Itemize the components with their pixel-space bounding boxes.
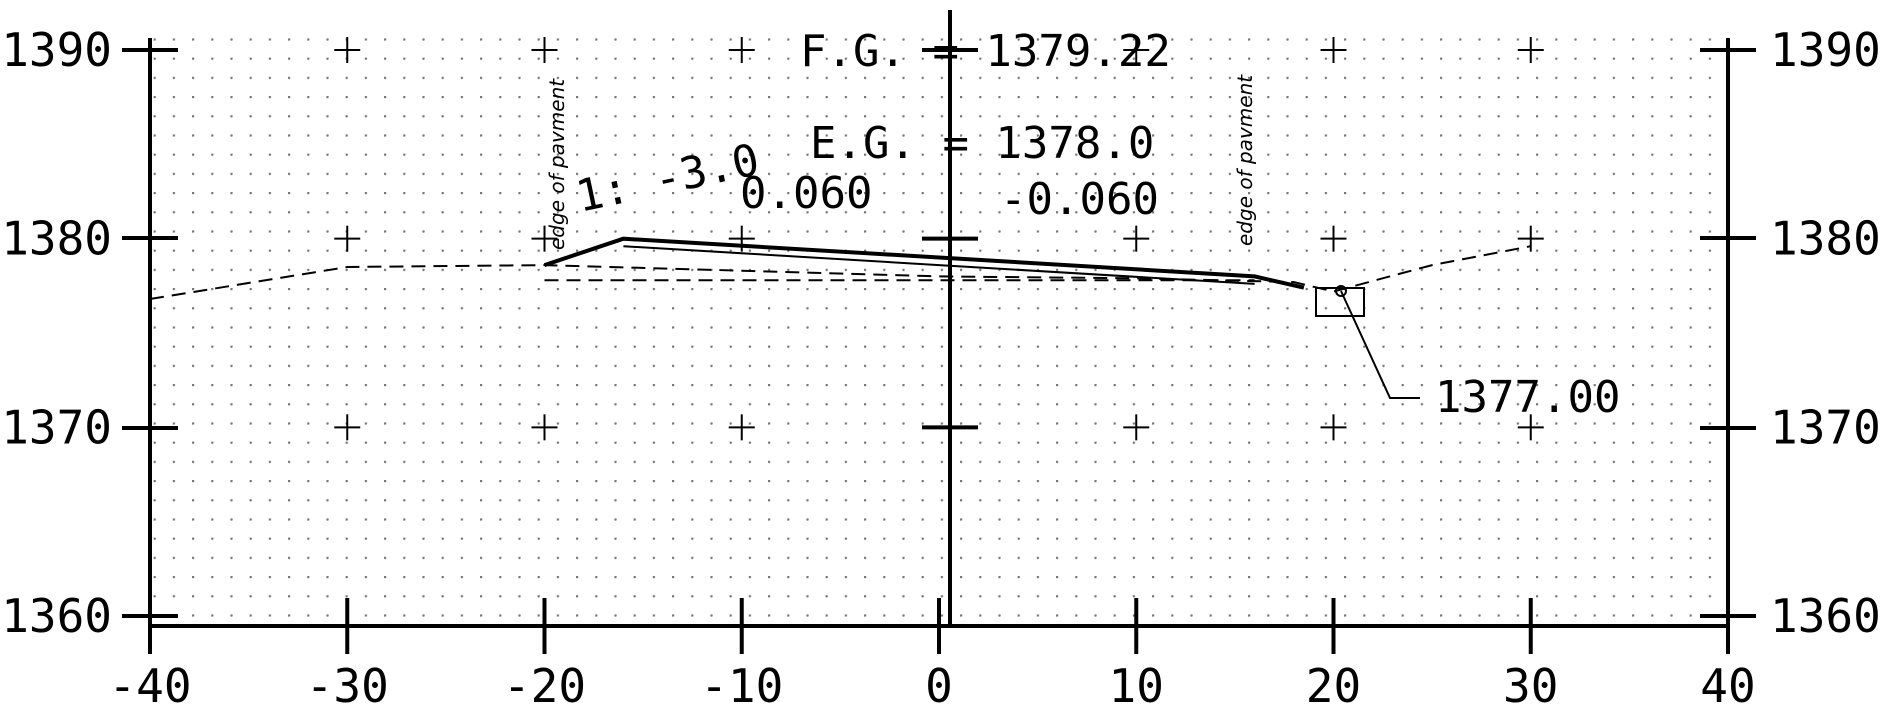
pavement-bottom-line <box>623 245 1255 285</box>
y-tick-label-right: 1390 <box>1770 23 1881 77</box>
eg-annotation: E.G. = 1378.0 <box>810 118 1154 169</box>
y-tick-label-right: 1370 <box>1770 400 1881 454</box>
cross-slope-left: 0.060 <box>740 168 872 219</box>
x-tick-label: 40 <box>1700 659 1755 713</box>
x-tick-label: 10 <box>1109 659 1164 713</box>
x-tick-label: -10 <box>700 659 783 713</box>
x-tick-label: 30 <box>1503 659 1558 713</box>
x-tick-label: -20 <box>503 659 586 713</box>
left-edge-of-pavement-label: edge of pavment <box>545 78 569 250</box>
x-tick-label: 20 <box>1306 659 1361 713</box>
design-surface-line <box>543 236 1305 290</box>
y-tick-label-left: 1390 <box>1 23 112 77</box>
ditch-leader-line <box>1340 290 1420 399</box>
y-tick-label-right: 1380 <box>1770 212 1881 266</box>
x-axis-ticks <box>148 598 1730 654</box>
x-axis-labels: -40 -30 -20 -10 0 10 20 30 40 <box>108 659 1755 713</box>
ditch-point <box>1335 285 1347 297</box>
y-axis-labels-right: 1390 1380 1370 1360 <box>1770 23 1881 643</box>
y-tick-label-right: 1360 <box>1770 589 1881 643</box>
dotted-grid <box>150 38 1728 626</box>
y-axis-labels-left: 1390 1380 1370 1360 <box>1 23 112 643</box>
x-tick-label: -30 <box>306 659 389 713</box>
grid-crosses <box>334 37 1544 441</box>
existing-ground-line <box>149 245 1531 300</box>
y-tick-label-left: 1380 <box>1 212 112 266</box>
y-tick-label-left: 1370 <box>1 400 112 454</box>
x-tick-label: 0 <box>925 659 953 713</box>
cross-slope-right: -0.060 <box>1000 174 1159 225</box>
right-edge-of-pavement-label: edge of pavment <box>1233 74 1257 246</box>
x-tick-label: -40 <box>108 659 191 713</box>
y-tick-label-left: 1360 <box>1 589 112 643</box>
y-tick-marks <box>122 48 1756 618</box>
ditch-box <box>1315 287 1365 317</box>
fg-annotation: F.G. = 1379.22 <box>800 26 1171 77</box>
ditch-elevation-label: 1377.00 <box>1435 372 1620 423</box>
